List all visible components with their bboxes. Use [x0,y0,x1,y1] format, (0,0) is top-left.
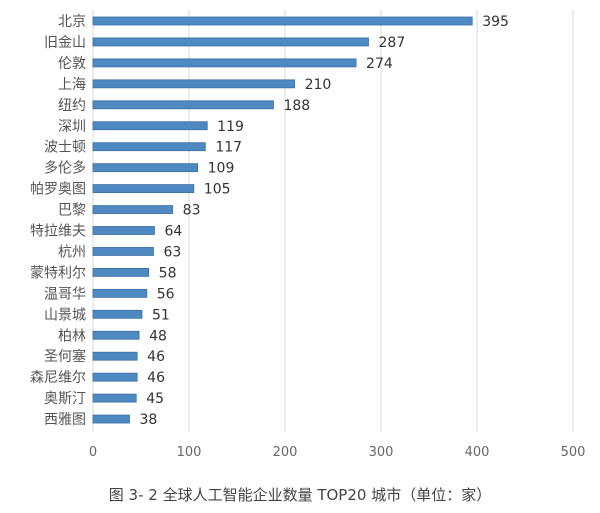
bars [92,16,473,424]
category-label: 温哥华 [44,286,86,302]
gridlines [92,10,574,432]
category-label: 山景城 [44,307,86,323]
bar [92,184,195,194]
data-label: 119 [217,119,244,135]
data-label: 38 [139,412,157,428]
category-label: 深圳 [58,119,86,135]
x-tick-label: 500 [561,445,586,460]
bar [92,37,369,47]
data-label: 117 [215,140,242,156]
bar [92,247,154,256]
category-label: 波士顿 [44,140,86,156]
category-labels: 北京旧金山伦敦上海纽约深圳波士顿多伦多帕罗奥图巴黎特拉维夫杭州蒙特利尔温哥华山景… [30,14,86,428]
data-label: 83 [183,203,201,219]
x-tick-label: 100 [177,445,202,460]
data-label: 56 [157,286,175,302]
x-tick-label: 0 [89,445,97,460]
category-label: 特拉维夫 [30,224,86,240]
bar [92,372,138,382]
bar [92,163,199,173]
bar [92,393,137,403]
data-label: 395 [482,14,509,30]
category-label: 帕罗奥图 [30,181,86,198]
bar [92,226,155,235]
category-label: 巴黎 [58,203,86,219]
category-label: 伦敦 [58,56,86,72]
bar [92,100,274,110]
data-label: 51 [152,307,170,323]
category-label: 森尼维尔 [30,370,86,386]
bar [92,267,150,277]
data-label: 188 [283,98,310,114]
data-label: 105 [204,182,231,198]
category-label: 多伦多 [44,160,86,177]
data-label: 46 [147,349,165,365]
x-axis-ticks: 0 100 200 300 400 500 [89,445,586,460]
bar [92,16,473,26]
bar [92,414,130,424]
category-label: 北京 [58,14,86,30]
bar [92,309,143,319]
data-label: 64 [164,224,182,240]
category-label: 纽约 [58,98,86,114]
data-label: 274 [366,56,393,72]
category-label: 蒙特利尔 [30,265,86,281]
bar [92,205,174,214]
data-label: 210 [305,77,332,93]
category-label: 圣何塞 [44,348,86,365]
category-label: 柏林 [58,328,86,344]
data-label: 58 [159,265,177,281]
data-label: 46 [147,370,165,386]
bar [92,351,138,361]
category-label: 上海 [58,77,86,93]
data-label: 287 [379,35,406,51]
bar [92,288,148,298]
bar [92,58,357,68]
category-label: 杭州 [58,244,86,260]
bar [92,121,208,131]
x-tick-label: 200 [273,445,298,460]
data-label: 109 [208,161,235,177]
category-label: 旧金山 [44,35,86,51]
data-label: 48 [149,328,167,344]
chart-caption: 图 3- 2 全球人工智能企业数量 TOP20 城市（单位：家） [109,486,491,504]
data-label: 45 [146,391,164,407]
data-label: 63 [163,244,181,260]
bar [92,142,206,152]
x-tick-label: 300 [369,445,394,460]
bar [92,79,296,89]
category-label: 西雅图 [44,412,86,428]
bar [92,330,140,340]
category-label: 奥斯汀 [44,390,86,407]
x-tick-label: 400 [465,445,490,460]
